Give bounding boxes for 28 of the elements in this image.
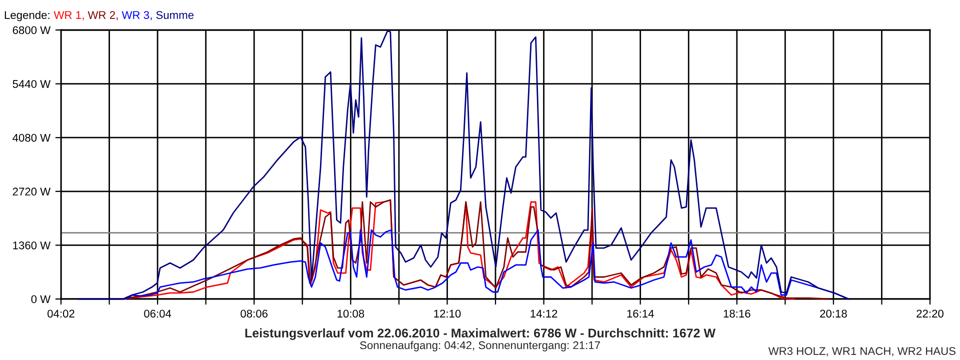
- y-tick-label: 4080 W: [12, 134, 51, 142]
- y-tick-label: 2720 W: [12, 188, 51, 196]
- text: ,: [116, 18, 118, 20]
- x-tick-label: 22:20: [916, 310, 944, 318]
- y-tick-label: 6800 W: [12, 26, 51, 34]
- text: Sonnenaufgang: 04:42, Sonnenuntergang: 21:17: [360, 341, 600, 352]
- y-tick-label: 5440 W: [12, 80, 51, 88]
- text: WR3 HOLZ, WR1 NACH, WR2 HAUS: [768, 347, 956, 356]
- x-tick-label: 12:10: [434, 310, 461, 318]
- text: WR 1: [54, 11, 81, 19]
- y-tick-label: 1360 W: [13, 241, 51, 250]
- text: ,: [82, 18, 84, 20]
- x-tick-label: 10:08: [338, 310, 364, 318]
- x-tick-label: 18:16: [724, 310, 750, 318]
- text: Leistungsverlauf vom 22.06.2010 - Maximalwert: 6786 W - Durchschnitt: 1672 W: [245, 328, 716, 340]
- y-tick-label: 0 W: [31, 295, 51, 304]
- x-tick-label: 20:18: [820, 310, 847, 318]
- text: WR 2: [88, 11, 115, 19]
- x-tick-label: 06:04: [144, 310, 172, 318]
- x-tick-label: 08:06: [240, 310, 268, 318]
- text: WR 3: [122, 11, 150, 19]
- x-tick-label: 16:14: [627, 310, 654, 318]
- text: Summe: [156, 11, 194, 19]
- line-series: [77, 30, 850, 300]
- text: ,: [150, 18, 152, 20]
- x-tick-label: 04:02: [48, 310, 74, 318]
- legend-title: Legende:: [4, 10, 50, 22]
- x-tick-label: 14:12: [530, 310, 558, 318]
